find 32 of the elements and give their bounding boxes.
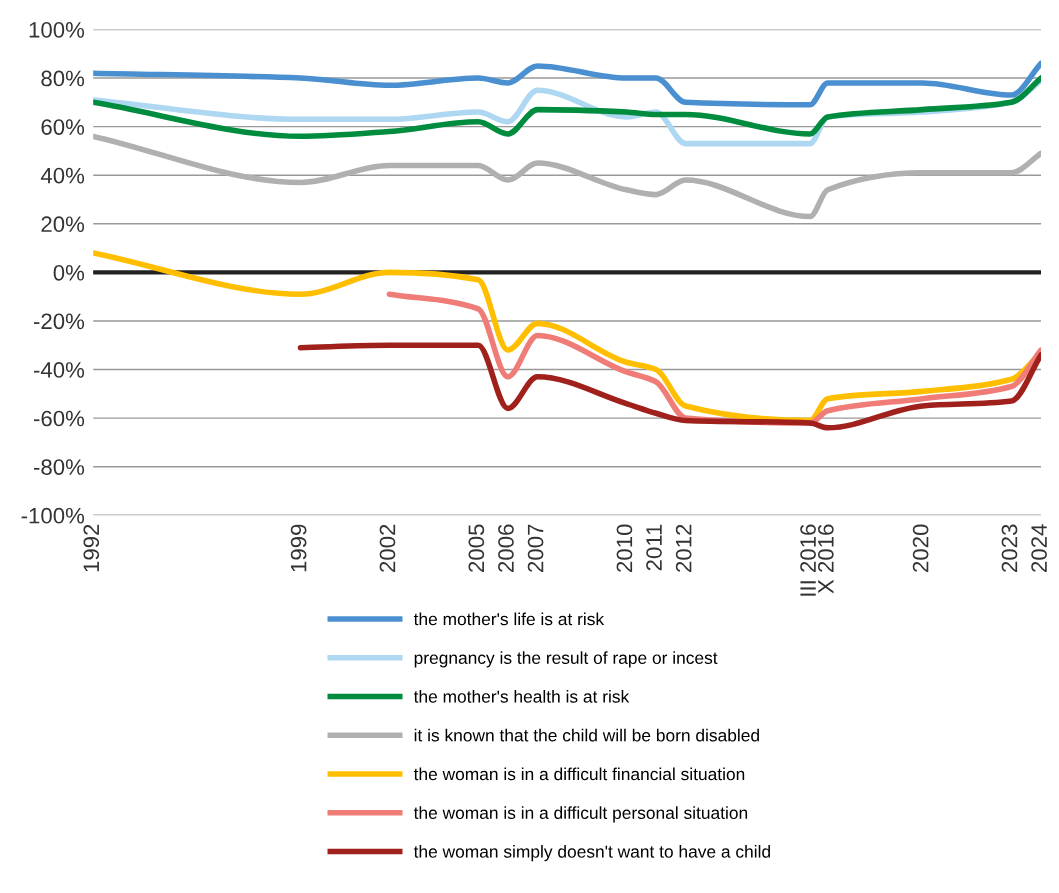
legend-label: the mother's health is at risk [413, 690, 630, 703]
x-tick-label: III 2016 [800, 524, 816, 596]
y-tick-label: -100% [21, 507, 85, 524]
y-tick-label: 20% [41, 216, 85, 233]
x-tick-label: 2012 [675, 524, 692, 572]
x-tick-label: 2005 [468, 524, 485, 572]
x-tick-label: 2010 [616, 524, 633, 572]
y-tick-label: -40% [33, 362, 85, 378]
legend-label: pregnancy is the result of rape or incest [414, 651, 718, 668]
legend-label: the woman simply doesn't want to have a child [413, 845, 770, 862]
y-tick-label: -60% [33, 410, 85, 427]
y-tick-label: -20% [33, 313, 85, 330]
x-tick-label: 1999 [290, 524, 307, 572]
x-tick-label: 2020 [912, 524, 929, 572]
y-tick-label: -80% [33, 459, 85, 475]
x-tick-label: 2006 [498, 524, 514, 572]
x-tick-label: 2011 [646, 524, 662, 571]
y-tick-label: 0% [53, 264, 85, 281]
x-tick-label: 2002 [379, 524, 396, 572]
x-tick-label: X 2016 [817, 524, 834, 594]
y-tick-label: 100% [29, 22, 85, 38]
x-tick-label: 2024 [1031, 524, 1047, 572]
legend-label: the woman is in a difficult financial situation [413, 767, 745, 781]
x-tick-label: 2023 [1001, 524, 1018, 572]
x-tick-label: 1992 [83, 524, 100, 572]
legend-label: the mother's life is at risk [413, 612, 605, 626]
y-tick-label: 80% [41, 70, 85, 87]
legend-label: it is known that the child will be born disabled [414, 728, 759, 742]
y-tick-label: 40% [40, 167, 85, 184]
legend-label: the woman is in a difficult personal situation [413, 806, 748, 823]
y-tick-label: 60% [41, 119, 85, 135]
x-tick-label: 2007 [527, 524, 544, 572]
